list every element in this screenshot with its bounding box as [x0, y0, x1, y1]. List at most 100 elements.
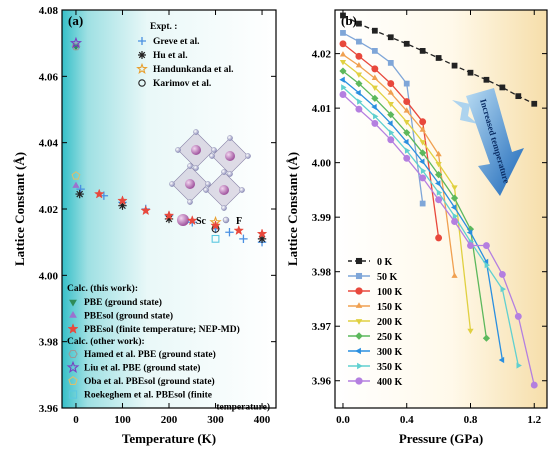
- crystal-structure-inset: [169, 129, 251, 211]
- data-point: [387, 101, 394, 108]
- legend-label: 100 K: [377, 287, 403, 298]
- legend-marker: [355, 272, 363, 280]
- legend-label: Handunkanda et al.: [153, 65, 234, 75]
- data-point: [373, 113, 379, 120]
- y-tick-label: 3.98: [312, 267, 332, 279]
- plot-background: [335, 10, 547, 408]
- y-tick-label: 4.01: [312, 103, 331, 115]
- data-point: [514, 312, 522, 320]
- legend-label: 300 K: [377, 347, 403, 358]
- data-point: [225, 228, 234, 237]
- f-atom: [193, 129, 199, 135]
- data-point: [71, 171, 81, 180]
- f-atom: [205, 181, 211, 187]
- data-point: [211, 234, 220, 243]
- data-point: [435, 55, 442, 61]
- f-atom: [169, 181, 175, 187]
- data-point: [498, 270, 506, 278]
- series-oba-et-al-pbesol-ground-state-: [71, 171, 81, 180]
- data-point: [419, 158, 425, 165]
- f-atom: [187, 163, 193, 169]
- data-point: [450, 194, 459, 202]
- series-300-k: [339, 76, 505, 364]
- data-point: [387, 136, 395, 144]
- legend-marker: [69, 299, 77, 307]
- legend-label: PBE (ground state): [84, 297, 162, 308]
- data-point: [467, 242, 474, 249]
- y-tick-label: 3.98: [39, 337, 59, 349]
- series-0-k: [340, 12, 538, 107]
- y-tick-label: 3.99: [312, 212, 332, 224]
- legend-label: Hamed et al. PBE (ground state): [84, 349, 216, 360]
- x-tick-label: 1.2: [527, 414, 541, 426]
- data-point: [387, 120, 393, 127]
- series-hu-et-al-: [75, 189, 267, 244]
- data-point: [403, 138, 409, 146]
- data-point: [69, 36, 83, 49]
- data-point: [163, 210, 175, 221]
- legend-label: 250 K: [377, 332, 403, 343]
- x-tick-label: 400: [254, 414, 271, 426]
- legend-label: 50 K: [377, 272, 398, 283]
- data-point: [117, 195, 128, 206]
- legend-marker: [355, 332, 363, 340]
- y-tick-label: 4.02: [312, 49, 332, 61]
- y-tick-label: 3.97: [312, 321, 332, 333]
- data-point: [466, 229, 473, 236]
- data-point: [419, 200, 426, 207]
- legend-marker: [355, 377, 363, 385]
- data-point: [72, 181, 80, 188]
- legend-label: 150 K: [377, 302, 403, 313]
- data-point: [339, 91, 347, 98]
- data-point: [419, 149, 427, 157]
- y-tick-label: 4.06: [39, 71, 59, 83]
- data-point: [435, 161, 442, 168]
- data-point: [435, 150, 442, 157]
- data-point: [355, 62, 363, 68]
- data-point: [387, 80, 395, 88]
- f-atom: [227, 135, 233, 141]
- data-point: [355, 89, 361, 96]
- data-point: [356, 38, 362, 45]
- x-axis-label: Temperature (K): [122, 431, 216, 446]
- x-axis-label: Pressure (GPa): [399, 431, 483, 446]
- data-point: [371, 119, 379, 127]
- legend-label-line1: Roekeghem et al. PBEsol (finite: [84, 390, 212, 401]
- data-point: [403, 107, 410, 113]
- data-point: [419, 140, 426, 146]
- legend-marker: [136, 62, 148, 74]
- f-atom: [227, 171, 233, 177]
- legend-group-title: Expt. :: [150, 22, 177, 32]
- data-point: [355, 80, 363, 88]
- legend-marker: [355, 287, 363, 295]
- series-pbesol-finite-temperature-nep-md-: [93, 188, 268, 239]
- sc-atom: [185, 179, 195, 189]
- lightning-icon: [452, 100, 478, 124]
- y-tick-label: 3.96: [39, 403, 59, 415]
- x-tick-label: 100: [114, 414, 131, 426]
- legend-marker: [138, 37, 146, 45]
- panel-label: (a): [68, 13, 83, 28]
- data-point: [118, 201, 127, 210]
- data-point: [355, 52, 363, 60]
- plot-frame: [61, 9, 277, 409]
- legend-marker: [355, 302, 363, 308]
- data-point: [233, 225, 245, 236]
- data-point: [515, 93, 522, 100]
- legend-marker: [68, 390, 78, 399]
- legend-marker: [355, 347, 361, 355]
- series-line: [342, 86, 519, 366]
- f-atom: [193, 165, 199, 171]
- data-point: [239, 234, 248, 244]
- data-point: [467, 328, 474, 335]
- data-point: [403, 154, 411, 162]
- f-atom: [175, 147, 181, 153]
- legend-group-title: Calc. (this work):: [67, 283, 138, 294]
- data-point: [340, 12, 346, 19]
- data-point: [371, 48, 378, 54]
- data-point: [419, 48, 426, 54]
- series-350-k: [341, 84, 522, 369]
- data-point: [340, 30, 346, 36]
- data-point: [256, 228, 268, 239]
- f-atom: [221, 205, 227, 211]
